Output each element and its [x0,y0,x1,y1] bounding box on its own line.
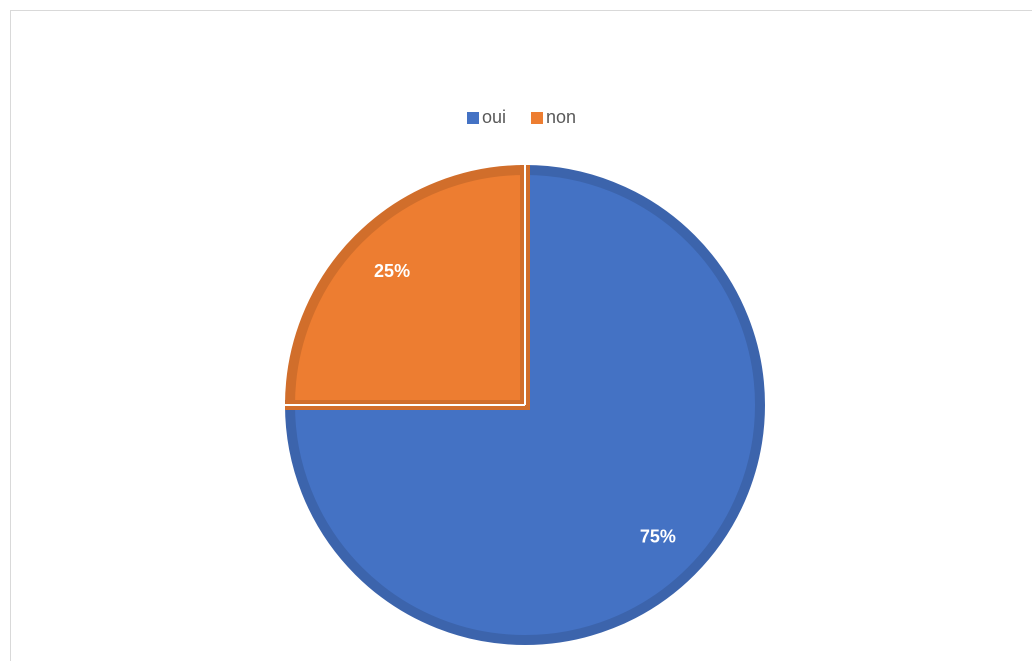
data-label: 25% [374,261,410,281]
legend-swatch [531,112,543,124]
pie-slice [284,164,530,410]
legend-label: non [546,107,576,127]
legend-label: oui [482,107,506,127]
legend-swatch [467,112,479,124]
data-label: 75% [640,527,676,547]
